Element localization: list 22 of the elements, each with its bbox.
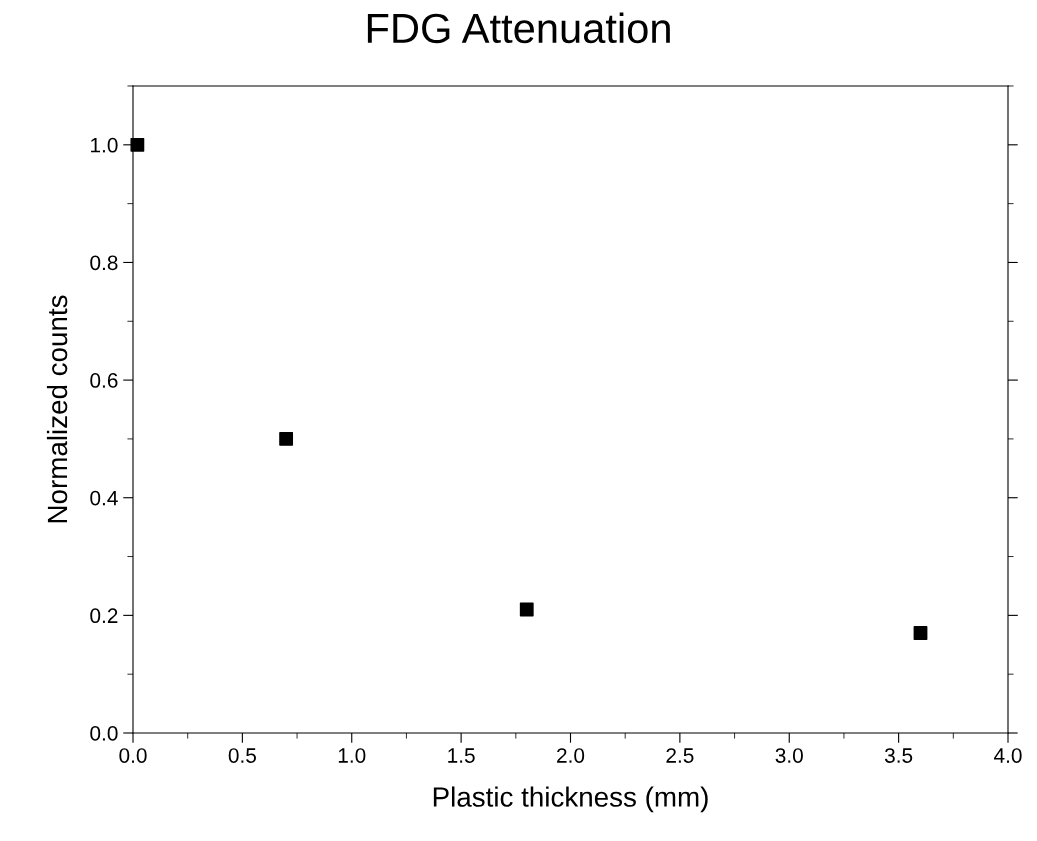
y-tick-label: 0.2 — [90, 608, 118, 624]
x-tick-label: 1.0 — [338, 748, 366, 763]
y-axis-title: Normalized counts — [46, 295, 68, 523]
x-tick-label: 2.5 — [666, 748, 694, 763]
x-tick-label: 0.5 — [228, 748, 256, 763]
point — [519, 602, 534, 617]
point — [913, 626, 928, 640]
x-tick-label: 0.0 — [119, 748, 147, 763]
x-tick-label: 3.0 — [775, 748, 803, 763]
y-tick-label: 1.0 — [91, 137, 118, 153]
x-axis-title: Plastic thickness (mm) — [433, 786, 708, 813]
x-tick-label: 4.0 — [994, 748, 1022, 763]
y-tick-label: 0.6 — [90, 373, 118, 388]
x-tick-label: 2.0 — [557, 748, 585, 763]
y-tick-label: 0.4 — [90, 490, 118, 506]
x-tick-label: 3.5 — [884, 748, 913, 763]
point — [130, 137, 145, 152]
x-tick-label: 1.5 — [448, 748, 475, 763]
point — [279, 432, 294, 446]
y-tick-label: 0.8 — [90, 255, 118, 271]
chart-title: FDG Attenuation — [367, 12, 670, 44]
y-tick-label: 0.0 — [90, 726, 118, 741]
